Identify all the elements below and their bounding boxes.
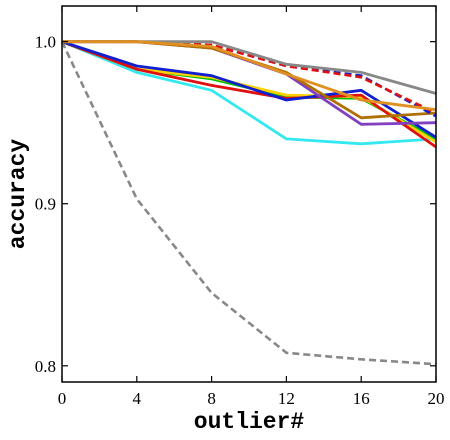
x-tick-label: 16: [353, 389, 370, 408]
chart-marks: [60, 40, 437, 366]
series-line-10: [62, 40, 437, 115]
axis-ticks: 0 4 8 12 16 20 0.8 0.9 1.0: [35, 6, 445, 408]
series-line-6: [61, 40, 437, 139]
x-tick-label: 20: [428, 389, 445, 408]
x-tick-label: 4: [133, 389, 142, 408]
series-line-5: [61, 40, 437, 149]
x-axis-title: outlier#: [194, 409, 305, 435]
plot-frame: [61, 5, 437, 383]
y-tick-label: 1.0: [35, 33, 56, 52]
x-tick-label: 12: [278, 389, 295, 408]
series-line-1: [60, 41, 437, 366]
y-tick-label: 0.8: [35, 357, 56, 376]
series-line-12: [62, 40, 437, 112]
y-axis-title: accuracy: [5, 139, 31, 250]
x-tick-label: 8: [207, 389, 216, 408]
x-tick-label: 0: [58, 389, 67, 408]
y-tick-label: 0.9: [35, 195, 56, 214]
series-line-2: [61, 40, 437, 146]
